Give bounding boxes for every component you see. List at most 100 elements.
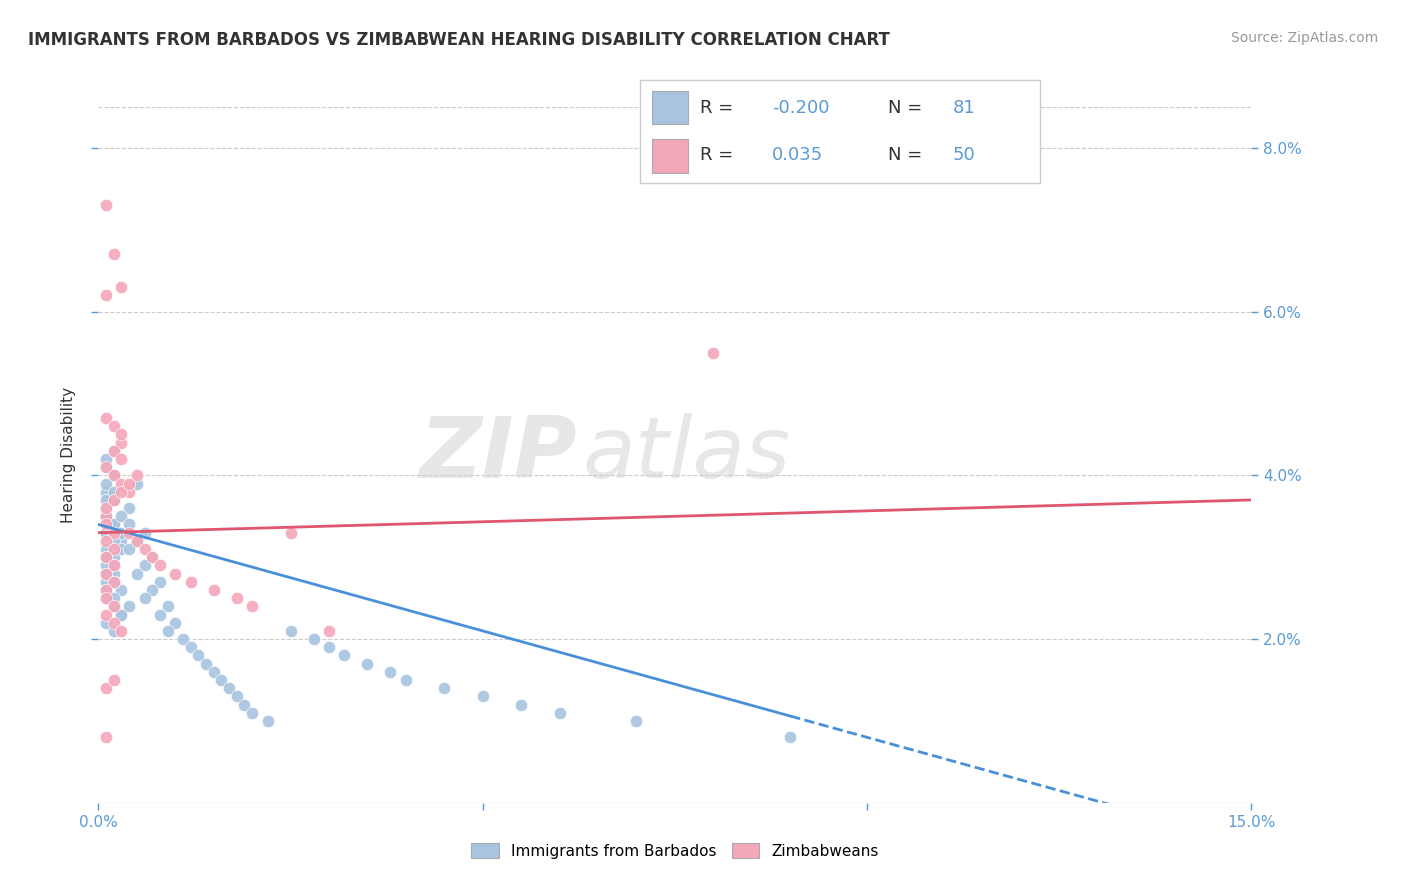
Legend: Immigrants from Barbados, Zimbabweans: Immigrants from Barbados, Zimbabweans — [465, 837, 884, 864]
Point — [125, 566, 148, 581]
Point — [118, 542, 141, 557]
Point — [110, 476, 132, 491]
Point — [103, 673, 125, 687]
Point — [225, 591, 247, 606]
Point — [433, 681, 456, 696]
Point — [94, 542, 117, 557]
Point — [209, 673, 232, 687]
Point — [110, 542, 132, 557]
Point — [333, 648, 356, 663]
Point — [103, 558, 125, 573]
FancyBboxPatch shape — [652, 91, 688, 124]
Point — [94, 460, 117, 475]
Point — [94, 501, 117, 516]
Point — [134, 591, 156, 606]
Point — [141, 582, 163, 597]
Point — [110, 582, 132, 597]
Point — [165, 615, 187, 630]
Point — [103, 419, 125, 434]
Point — [118, 599, 141, 614]
Point — [103, 247, 125, 261]
Point — [110, 280, 132, 294]
FancyBboxPatch shape — [652, 139, 688, 173]
Point — [103, 574, 125, 589]
Point — [240, 599, 263, 614]
Point — [141, 550, 163, 565]
Point — [134, 558, 156, 573]
Point — [103, 624, 125, 638]
Point — [94, 566, 117, 581]
Point — [94, 574, 117, 589]
Point — [318, 640, 340, 655]
Point — [94, 591, 117, 606]
Point — [103, 533, 125, 548]
Point — [118, 501, 141, 516]
Point — [94, 411, 117, 425]
Point — [103, 443, 125, 458]
Point — [280, 525, 302, 540]
Point — [94, 681, 117, 696]
Text: R =: R = — [700, 146, 733, 164]
Text: Source: ZipAtlas.com: Source: ZipAtlas.com — [1230, 31, 1378, 45]
Point — [94, 198, 117, 212]
Point — [356, 657, 378, 671]
Point — [626, 714, 648, 728]
Point — [103, 599, 125, 614]
Point — [225, 690, 247, 704]
Point — [779, 731, 801, 745]
Point — [125, 468, 148, 483]
Point — [94, 525, 117, 540]
Point — [94, 591, 117, 606]
Point — [103, 443, 125, 458]
Point — [94, 615, 117, 630]
Point — [94, 476, 117, 491]
Point — [110, 435, 132, 450]
Point — [233, 698, 256, 712]
Point — [103, 517, 125, 532]
Text: N =: N = — [889, 99, 922, 117]
Point — [240, 706, 263, 720]
Point — [94, 509, 117, 524]
Point — [118, 525, 141, 540]
Point — [318, 624, 340, 638]
Point — [156, 599, 179, 614]
Point — [103, 550, 125, 565]
Point — [149, 558, 172, 573]
Point — [94, 525, 117, 540]
Text: IMMIGRANTS FROM BARBADOS VS ZIMBABWEAN HEARING DISABILITY CORRELATION CHART: IMMIGRANTS FROM BARBADOS VS ZIMBABWEAN H… — [28, 31, 890, 49]
Point — [256, 714, 278, 728]
Point — [94, 509, 117, 524]
Point — [510, 698, 533, 712]
Point — [94, 566, 117, 581]
Point — [103, 566, 125, 581]
Point — [149, 574, 172, 589]
Point — [94, 550, 117, 565]
Point — [380, 665, 402, 679]
Point — [94, 460, 117, 475]
Point — [134, 525, 156, 540]
Point — [103, 599, 125, 614]
Point — [103, 468, 125, 483]
Point — [180, 640, 202, 655]
Text: ZIP: ZIP — [419, 413, 576, 497]
Point — [94, 517, 117, 532]
Point — [103, 517, 125, 532]
Point — [302, 632, 325, 646]
Point — [110, 624, 132, 638]
Text: 81: 81 — [952, 99, 974, 117]
Y-axis label: Hearing Disability: Hearing Disability — [60, 387, 76, 523]
Point — [94, 550, 117, 565]
Point — [94, 288, 117, 302]
Point — [110, 533, 132, 548]
Point — [103, 468, 125, 483]
Point — [103, 492, 125, 507]
Point — [125, 476, 148, 491]
Point — [195, 657, 218, 671]
Point — [110, 452, 132, 467]
Point — [94, 558, 117, 573]
Text: 50: 50 — [952, 146, 974, 164]
Point — [103, 558, 125, 573]
Point — [134, 542, 156, 557]
Point — [94, 501, 117, 516]
Point — [180, 574, 202, 589]
